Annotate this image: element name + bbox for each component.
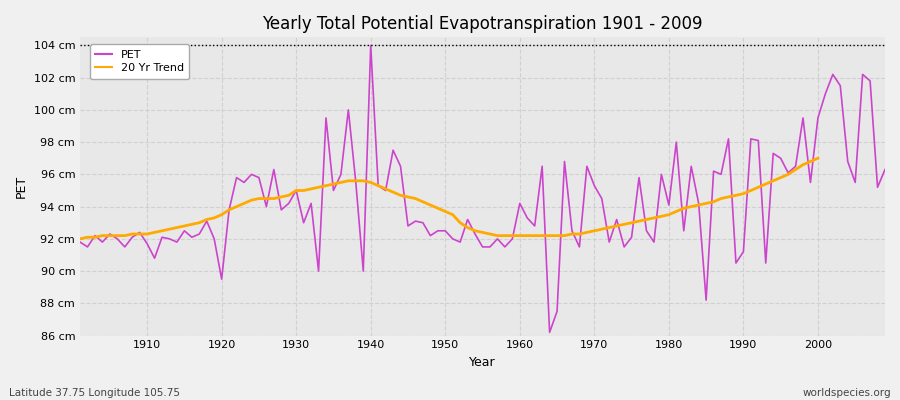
Y-axis label: PET: PET bbox=[15, 175, 28, 198]
Text: worldspecies.org: worldspecies.org bbox=[803, 388, 891, 398]
Title: Yearly Total Potential Evapotranspiration 1901 - 2009: Yearly Total Potential Evapotranspiratio… bbox=[262, 15, 703, 33]
Text: Latitude 37.75 Longitude 105.75: Latitude 37.75 Longitude 105.75 bbox=[9, 388, 180, 398]
Legend: PET, 20 Yr Trend: PET, 20 Yr Trend bbox=[90, 44, 189, 79]
X-axis label: Year: Year bbox=[469, 356, 496, 369]
